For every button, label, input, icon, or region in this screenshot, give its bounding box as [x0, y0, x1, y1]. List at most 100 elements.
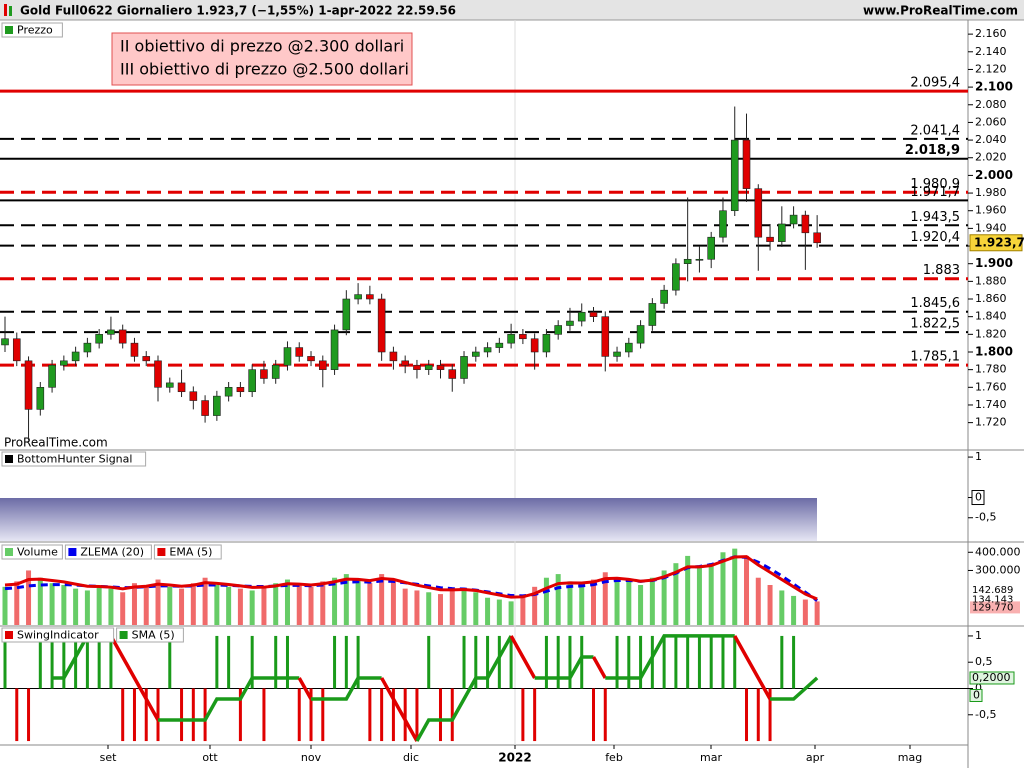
candle-body — [1, 338, 9, 346]
volume-bar — [143, 585, 149, 625]
swing-bar — [3, 635, 7, 689]
candle-body — [295, 347, 304, 357]
candle-body — [601, 316, 610, 357]
candle-body — [236, 387, 245, 393]
y-tick-label: 1.900 — [975, 256, 1013, 270]
volume-bar — [614, 577, 620, 625]
y-tick-label: 400.000 — [975, 545, 1021, 558]
volume-bar — [343, 574, 349, 625]
signal-area — [0, 498, 817, 541]
candle-body — [613, 351, 621, 357]
swing-bar — [297, 688, 301, 742]
last-value-label: 129.770 — [972, 602, 1013, 613]
candle-body — [48, 364, 56, 388]
volume-bar — [261, 586, 267, 625]
candle-body — [471, 351, 480, 357]
volume-bar — [591, 579, 596, 625]
candle-body — [672, 263, 680, 291]
level-label: 1.822,5 — [910, 317, 960, 332]
x-tick-label: nov — [301, 751, 322, 764]
candle-body — [801, 214, 810, 234]
candle-body — [248, 369, 256, 393]
candle-body — [177, 382, 186, 393]
candle-body — [36, 387, 45, 410]
candle-body — [189, 391, 198, 401]
swing-bar — [344, 635, 348, 689]
y-tick-label: 2.100 — [975, 80, 1013, 94]
volume-bar — [567, 581, 573, 625]
last-value-label: 0 — [973, 688, 980, 701]
swing-bar — [180, 688, 184, 742]
x-tick-label: set — [100, 751, 117, 764]
volume-bar — [696, 566, 702, 625]
swing-bar — [309, 688, 313, 742]
level-label: 1.980,9 — [910, 177, 960, 192]
candle-body — [213, 395, 221, 416]
candle-body — [377, 298, 386, 353]
volume-bar — [555, 574, 561, 625]
volume-bar — [814, 601, 820, 625]
volume-bar — [532, 586, 538, 625]
swing-bar — [662, 635, 666, 689]
volume-bar — [461, 588, 467, 625]
candle-body — [71, 351, 80, 362]
y-tick-label: 1 — [975, 629, 982, 642]
volume-bar — [320, 581, 326, 625]
indicator-line — [4, 555, 818, 602]
y-tick-label: 1 — [975, 450, 982, 463]
candle-body — [577, 311, 586, 322]
candle-body — [24, 360, 33, 410]
swing-bar — [333, 635, 337, 689]
y-tick-label: 1.760 — [975, 380, 1007, 393]
swing-bar — [15, 688, 19, 742]
indicator-line — [4, 555, 818, 601]
candle-body — [683, 258, 692, 264]
candle-body — [366, 294, 374, 300]
sma-line — [297, 677, 313, 700]
candle-body — [260, 369, 268, 379]
candle-body — [95, 334, 103, 344]
legend-label: Prezzo — [17, 24, 53, 37]
candle-body — [495, 342, 504, 348]
candle-body — [83, 342, 92, 353]
volume-bar — [649, 577, 655, 625]
volume-bar — [426, 592, 432, 625]
volume-bar — [2, 586, 8, 625]
sma-line — [770, 676, 819, 701]
candle-body — [165, 382, 174, 388]
candle-body — [507, 334, 515, 344]
y-tick-label: 2.040 — [975, 133, 1007, 146]
candle-body — [330, 329, 339, 370]
legend-label: SwingIndicator — [17, 629, 99, 642]
x-tick-label: ott — [202, 751, 218, 764]
y-tick-label: 2.080 — [975, 98, 1007, 111]
swing-bar — [486, 635, 490, 689]
y-tick-label: 1.860 — [975, 292, 1007, 305]
candle-body — [318, 360, 327, 370]
candle-body — [271, 364, 280, 379]
volume-bar — [779, 590, 785, 625]
volume-bar — [214, 585, 220, 625]
volume-bar — [120, 592, 126, 625]
y-tick-label: -0,5 — [975, 511, 996, 524]
swing-bar — [438, 688, 442, 742]
candle-body — [660, 289, 668, 304]
legend-box — [1, 451, 147, 467]
volume-bar — [379, 574, 385, 625]
volume-bar — [520, 595, 526, 625]
candle-body — [401, 360, 409, 366]
swing-bar — [38, 635, 42, 689]
annotation: III obiettivo di prezzo @2.500 dollari — [120, 60, 409, 79]
swing-bar — [580, 635, 584, 689]
candle-body — [413, 364, 421, 370]
swing-bar — [521, 688, 525, 742]
last-price-label: 1.923,7 — [974, 235, 1024, 249]
swing-bar — [415, 688, 419, 742]
candle-body — [742, 139, 751, 189]
swing-bar — [85, 635, 89, 689]
volume-bar — [155, 579, 161, 625]
volume-bar — [284, 579, 290, 625]
swing-bar — [403, 688, 407, 742]
candle-body — [778, 223, 786, 242]
candle-body — [754, 188, 763, 238]
